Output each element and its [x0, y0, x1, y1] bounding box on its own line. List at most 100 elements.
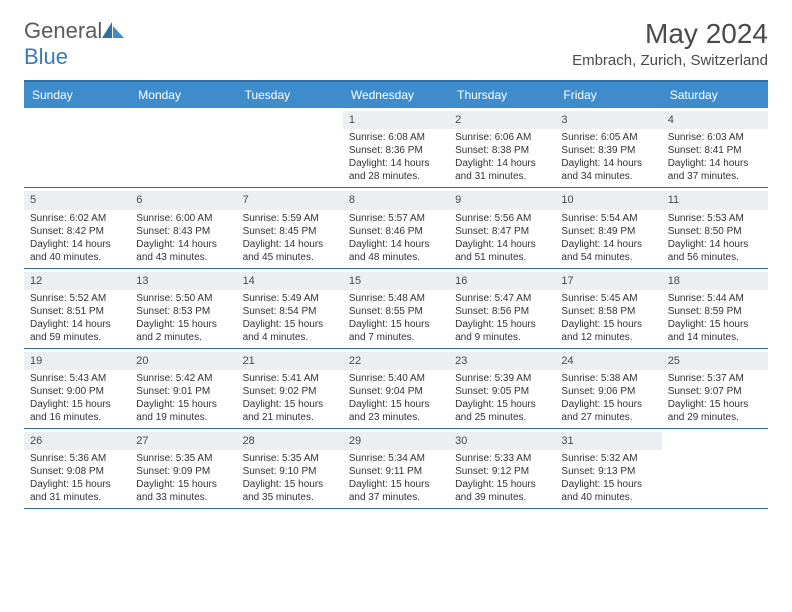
sunset-text: Sunset: 8:49 PM — [561, 225, 655, 238]
day-number: 30 — [449, 432, 555, 450]
sunset-text: Sunset: 8:38 PM — [455, 144, 549, 157]
sunset-text: Sunset: 9:02 PM — [243, 385, 337, 398]
sunrise-text: Sunrise: 5:40 AM — [349, 372, 443, 385]
day-cell — [237, 108, 343, 187]
daylight-text: Daylight: 14 hours and 48 minutes. — [349, 238, 443, 264]
day-number: 14 — [237, 272, 343, 290]
sunset-text: Sunset: 9:11 PM — [349, 465, 443, 478]
sunset-text: Sunset: 9:07 PM — [668, 385, 762, 398]
sunset-text: Sunset: 9:06 PM — [561, 385, 655, 398]
daylight-text: Daylight: 15 hours and 2 minutes. — [136, 318, 230, 344]
weekday-label: Monday — [130, 82, 236, 108]
sunrise-text: Sunrise: 5:43 AM — [30, 372, 124, 385]
location-text: Embrach, Zurich, Switzerland — [572, 52, 768, 69]
day-cell: 23Sunrise: 5:39 AMSunset: 9:05 PMDayligh… — [449, 349, 555, 428]
page-title: May 2024 — [572, 18, 768, 50]
sunset-text: Sunset: 8:43 PM — [136, 225, 230, 238]
sunset-text: Sunset: 9:04 PM — [349, 385, 443, 398]
sunrise-text: Sunrise: 5:57 AM — [349, 212, 443, 225]
sunrise-text: Sunrise: 5:47 AM — [455, 292, 549, 305]
week-row: 19Sunrise: 5:43 AMSunset: 9:00 PMDayligh… — [24, 349, 768, 429]
day-number: 24 — [555, 352, 661, 370]
day-number: 7 — [237, 191, 343, 209]
sunrise-text: Sunrise: 5:32 AM — [561, 452, 655, 465]
daylight-text: Daylight: 15 hours and 27 minutes. — [561, 398, 655, 424]
calendar-page: General Blue May 2024 Embrach, Zurich, S… — [0, 0, 792, 612]
day-number: 1 — [343, 111, 449, 129]
day-cell: 15Sunrise: 5:48 AMSunset: 8:55 PMDayligh… — [343, 269, 449, 348]
sunset-text: Sunset: 8:54 PM — [243, 305, 337, 318]
day-number: 8 — [343, 191, 449, 209]
day-cell: 19Sunrise: 5:43 AMSunset: 9:00 PMDayligh… — [24, 349, 130, 428]
sunset-text: Sunset: 9:10 PM — [243, 465, 337, 478]
day-number: 2 — [449, 111, 555, 129]
daylight-text: Daylight: 15 hours and 40 minutes. — [561, 478, 655, 504]
sunset-text: Sunset: 8:42 PM — [30, 225, 124, 238]
daylight-text: Daylight: 15 hours and 29 minutes. — [668, 398, 762, 424]
day-cell: 10 Sunrise: 5:54 AMSunset: 8:49 PMDayligh… — [555, 188, 661, 267]
sunrise-text: Sunrise: 5:54 AM — [561, 212, 655, 225]
day-cell: 8 Sunrise: 5:57 AMSunset: 8:46 PMDaylight… — [343, 188, 449, 267]
sunrise-text: Sunrise: 6:06 AM — [455, 131, 549, 144]
sunrise-text: Sunrise: 5:41 AM — [243, 372, 337, 385]
day-cell: 21Sunrise: 5:41 AMSunset: 9:02 PMDayligh… — [237, 349, 343, 428]
sunrise-text: Sunrise: 5:45 AM — [561, 292, 655, 305]
daylight-text: Daylight: 15 hours and 21 minutes. — [243, 398, 337, 424]
title-block: May 2024 Embrach, Zurich, Switzerland — [572, 18, 768, 69]
sunrise-text: Sunrise: 5:35 AM — [136, 452, 230, 465]
day-cell: 9Sunrise: 5:56 AMSunset: 8:47 PMDaylight… — [449, 188, 555, 267]
day-number: 23 — [449, 352, 555, 370]
day-cell: 29Sunrise: 5:34 AMSunset: 9:11 PMDayligh… — [343, 429, 449, 508]
daylight-text: Daylight: 15 hours and 35 minutes. — [243, 478, 337, 504]
logo-text: General Blue — [24, 18, 124, 70]
sunrise-text: Sunrise: 5:37 AM — [668, 372, 762, 385]
sunset-text: Sunset: 8:50 PM — [668, 225, 762, 238]
sunset-text: Sunset: 9:01 PM — [136, 385, 230, 398]
day-number: 10 — [555, 191, 661, 209]
day-cell: 17Sunrise: 5:45 AMSunset: 8:58 PMDayligh… — [555, 269, 661, 348]
day-number: 26 — [24, 432, 130, 450]
day-cell: 14Sunrise: 5:49 AMSunset: 8:54 PMDayligh… — [237, 269, 343, 348]
daylight-text: Daylight: 14 hours and 40 minutes. — [30, 238, 124, 264]
weekday-label: Sunday — [24, 82, 130, 108]
sunset-text: Sunset: 9:00 PM — [30, 385, 124, 398]
day-cell: 18Sunrise: 5:44 AMSunset: 8:59 PMDayligh… — [662, 269, 768, 348]
sunrise-text: Sunrise: 6:02 AM — [30, 212, 124, 225]
daylight-text: Daylight: 14 hours and 54 minutes. — [561, 238, 655, 264]
sunrise-text: Sunrise: 5:34 AM — [349, 452, 443, 465]
day-cell: 16Sunrise: 5:47 AMSunset: 8:56 PMDayligh… — [449, 269, 555, 348]
logo-word-2: Blue — [24, 44, 68, 69]
day-number: 18 — [662, 272, 768, 290]
day-cell: 30Sunrise: 5:33 AMSunset: 9:12 PMDayligh… — [449, 429, 555, 508]
day-number: 11 — [662, 191, 768, 209]
day-cell: 11Sunrise: 5:53 AMSunset: 8:50 PMDayligh… — [662, 188, 768, 267]
day-cell: 26Sunrise: 5:36 AMSunset: 9:08 PMDayligh… — [24, 429, 130, 508]
calendar: Sunday Monday Tuesday Wednesday Thursday… — [24, 80, 768, 509]
sunset-text: Sunset: 8:41 PM — [668, 144, 762, 157]
sunrise-text: Sunrise: 5:59 AM — [243, 212, 337, 225]
sunset-text: Sunset: 8:46 PM — [349, 225, 443, 238]
daylight-text: Daylight: 14 hours and 43 minutes. — [136, 238, 230, 264]
sunset-text: Sunset: 8:45 PM — [243, 225, 337, 238]
daylight-text: Daylight: 15 hours and 23 minutes. — [349, 398, 443, 424]
week-row: 1Sunrise: 6:08 AMSunset: 8:36 PMDaylight… — [24, 108, 768, 188]
day-cell: 5Sunrise: 6:02 AMSunset: 8:42 PMDaylight… — [24, 188, 130, 267]
daylight-text: Daylight: 15 hours and 25 minutes. — [455, 398, 549, 424]
header: General Blue May 2024 Embrach, Zurich, S… — [24, 18, 768, 70]
weekday-label: Saturday — [662, 82, 768, 108]
day-number: 25 — [662, 352, 768, 370]
sunset-text: Sunset: 9:09 PM — [136, 465, 230, 478]
day-number: 28 — [237, 432, 343, 450]
sunset-text: Sunset: 8:39 PM — [561, 144, 655, 157]
sunset-text: Sunset: 8:56 PM — [455, 305, 549, 318]
day-number: 4 — [662, 111, 768, 129]
sunset-text: Sunset: 8:53 PM — [136, 305, 230, 318]
daylight-text: Daylight: 15 hours and 7 minutes. — [349, 318, 443, 344]
day-cell: 1Sunrise: 6:08 AMSunset: 8:36 PMDaylight… — [343, 108, 449, 187]
day-number: 15 — [343, 272, 449, 290]
weekday-header: Sunday Monday Tuesday Wednesday Thursday… — [24, 82, 768, 108]
day-number: 22 — [343, 352, 449, 370]
day-number: 17 — [555, 272, 661, 290]
daylight-text: Daylight: 15 hours and 37 minutes. — [349, 478, 443, 504]
sunset-text: Sunset: 8:51 PM — [30, 305, 124, 318]
